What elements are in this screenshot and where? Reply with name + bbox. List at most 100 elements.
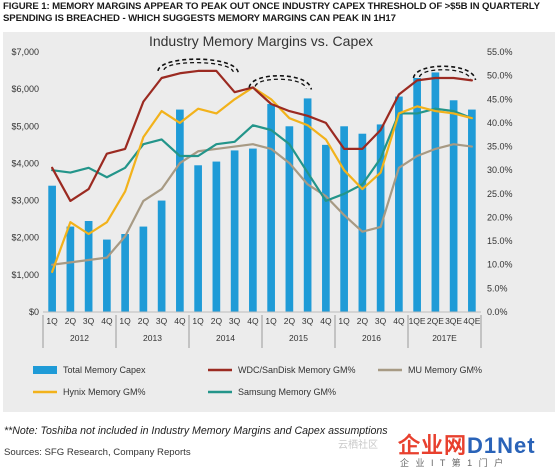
category-label: 1Q bbox=[338, 316, 350, 326]
peak-marker-inner bbox=[254, 78, 307, 89]
left-tick-label: $5,000 bbox=[11, 121, 39, 131]
chart-title: Industry Memory Margins vs. Capex bbox=[149, 33, 373, 49]
category-label: 2Q bbox=[211, 316, 223, 326]
right-tick-label: 5.0% bbox=[487, 283, 508, 293]
category-label: 1Q bbox=[46, 316, 58, 326]
left-tick-label: $2,000 bbox=[11, 233, 39, 243]
footnote: **Note: Toshiba not included in Industry… bbox=[4, 425, 388, 437]
category-label: 3Q bbox=[302, 316, 314, 326]
capex-bar bbox=[230, 150, 239, 312]
series-line-hynix bbox=[51, 86, 473, 273]
right-tick-label: 40.0% bbox=[487, 118, 513, 128]
chart-legend: Total Memory Capex WDC/SanDisk Memory GM%… bbox=[33, 365, 482, 397]
capex-bar bbox=[84, 221, 93, 312]
series-line-samsung bbox=[51, 107, 473, 203]
legend-swatch-capex bbox=[33, 366, 57, 374]
category-label: 3QE bbox=[445, 316, 462, 326]
capex-bar bbox=[66, 226, 75, 312]
capex-bar bbox=[413, 78, 421, 312]
watermark-community: 云栖社区 bbox=[338, 440, 378, 451]
right-tick-label: 0.0% bbox=[487, 307, 508, 317]
left-tick-label: $3,000 bbox=[11, 196, 39, 206]
watermark-logo: 企业网D1Net bbox=[398, 428, 536, 460]
capex-bar bbox=[376, 124, 385, 313]
right-tick-label: 55.0% bbox=[487, 47, 513, 57]
x-axis: 1Q 2Q 3Q 4Q 1Q 2Q 3Q 4Q 1Q 2Q 3Q 4Q 1Q 2Q 3Q 4Q 1Q 2Q 3Q 4Q… bbox=[42, 311, 482, 348]
watermark-subtitle: 企 业 I T 第 1 门 户 bbox=[400, 458, 506, 468]
right-tick-label: 30.0% bbox=[487, 165, 513, 175]
left-axis: $0 $1,000 $2,000 $3,000 $4,000 $5,000 $6,000 $7… bbox=[11, 47, 39, 317]
capex-bar bbox=[176, 109, 184, 312]
capex-bar bbox=[431, 72, 440, 313]
capex-bars bbox=[48, 72, 476, 313]
capex-bar bbox=[395, 96, 403, 312]
group-label: 2017E bbox=[432, 333, 457, 343]
group-label: 2014 bbox=[216, 333, 235, 343]
capex-bar bbox=[340, 126, 348, 312]
capex-bar bbox=[194, 165, 202, 312]
peak-marker-inner bbox=[418, 69, 472, 80]
watermark-logo-b: D1Net bbox=[467, 433, 536, 458]
chart-svg: Industry Memory Margins vs. Capex $0 $1,0… bbox=[11, 33, 513, 397]
watermark: 云栖社区 企业网D1Net 企 业 I T 第 1 门 户 bbox=[338, 430, 556, 470]
right-tick-label: 10.0% bbox=[487, 260, 513, 270]
peak-marker bbox=[248, 74, 313, 90]
category-label: 2Q bbox=[65, 316, 77, 326]
capex-bar bbox=[267, 104, 275, 312]
capex-bar bbox=[468, 109, 476, 312]
category-label: 1QE bbox=[409, 316, 426, 326]
capex-bar bbox=[249, 148, 257, 312]
right-axis: 0.0% 5.0% 10.0% 15.0% 20.0% 25.0% 30.0% 35.0% 40… bbox=[487, 47, 513, 317]
left-tick-label: $0 bbox=[29, 307, 39, 317]
right-tick-label: 35.0% bbox=[487, 142, 513, 152]
capex-bar bbox=[103, 239, 111, 312]
group-label: 2015 bbox=[289, 333, 308, 343]
category-label: 3Q bbox=[229, 316, 241, 326]
category-label: 2Q bbox=[138, 316, 150, 326]
margin-lines bbox=[51, 69, 473, 273]
peak-marker bbox=[412, 65, 477, 81]
right-tick-label: 15.0% bbox=[487, 236, 513, 246]
category-label: 1Q bbox=[192, 316, 204, 326]
legend-label-wdc: WDC/SanDisk Memory GM% bbox=[238, 365, 356, 375]
category-label: 1Q bbox=[265, 316, 277, 326]
category-label: 4Q bbox=[174, 316, 186, 326]
category-label: 4Q bbox=[101, 316, 113, 326]
category-label: 3Q bbox=[83, 316, 95, 326]
left-tick-label: $4,000 bbox=[11, 158, 39, 168]
category-label: 4Q bbox=[320, 316, 332, 326]
group-label: 2016 bbox=[362, 333, 381, 343]
category-label: 2QE bbox=[427, 316, 444, 326]
capex-bar bbox=[303, 98, 312, 313]
right-tick-label: 20.0% bbox=[487, 213, 513, 223]
legend-label-capex: Total Memory Capex bbox=[63, 365, 146, 375]
capex-bar bbox=[322, 144, 330, 312]
category-label: 3Q bbox=[156, 316, 168, 326]
series-line-wdc bbox=[51, 69, 473, 203]
capex-bar bbox=[48, 185, 56, 312]
capex-bar bbox=[121, 234, 129, 312]
legend-label-samsung: Samsung Memory GM% bbox=[238, 387, 336, 397]
right-tick-label: 45.0% bbox=[487, 94, 513, 104]
capex-bar bbox=[157, 200, 166, 312]
capex-bar bbox=[449, 100, 458, 312]
peak-markers bbox=[157, 58, 477, 90]
peak-marker bbox=[157, 58, 240, 74]
legend-label-hynix: Hynix Memory GM% bbox=[63, 387, 146, 397]
series-line-mu bbox=[51, 143, 473, 266]
peak-marker-inner bbox=[163, 62, 234, 73]
group-label: 2013 bbox=[143, 333, 162, 343]
legend-label-mu: MU Memory GM% bbox=[408, 365, 482, 375]
capex-bar bbox=[212, 161, 221, 312]
left-tick-label: $7,000 bbox=[11, 47, 39, 57]
watermark-logo-a: 企业网 bbox=[398, 433, 468, 458]
right-tick-label: 50.0% bbox=[487, 71, 513, 81]
sources-line: Sources: SFG Research, Company Reports bbox=[4, 447, 191, 458]
right-tick-label: 25.0% bbox=[487, 189, 513, 199]
capex-bar bbox=[358, 133, 367, 312]
capex-bar bbox=[285, 126, 294, 312]
chart-panel: Industry Memory Margins vs. Capex $0 $1,0… bbox=[3, 32, 555, 412]
category-label: 2Q bbox=[357, 316, 369, 326]
category-label: 2Q bbox=[284, 316, 296, 326]
category-label: 4QE bbox=[463, 316, 480, 326]
